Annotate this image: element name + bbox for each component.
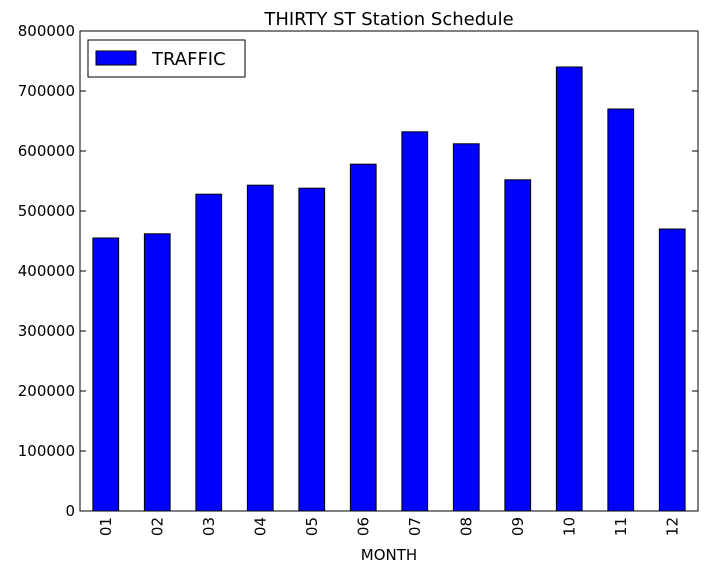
y-tick-label: 500000 bbox=[18, 202, 75, 220]
legend-label: TRAFFIC bbox=[151, 49, 226, 70]
y-tick-label: 300000 bbox=[18, 322, 75, 340]
bar-05 bbox=[298, 187, 326, 512]
bar-06 bbox=[349, 163, 377, 512]
legend: TRAFFIC bbox=[87, 39, 246, 78]
x-tick-label: 10 bbox=[560, 517, 578, 536]
chart-title: THIRTY ST Station Schedule bbox=[263, 9, 513, 30]
bar-11 bbox=[607, 108, 635, 512]
x-tick-label: 05 bbox=[303, 517, 321, 536]
y-tick-label: 200000 bbox=[18, 382, 75, 400]
legend-swatch bbox=[95, 50, 137, 66]
bar-04 bbox=[246, 184, 274, 512]
y-tick-label: 800000 bbox=[18, 22, 75, 40]
bar-09 bbox=[504, 179, 532, 512]
x-tick-label: 03 bbox=[200, 517, 218, 536]
y-tick-label: 100000 bbox=[18, 442, 75, 460]
bar-10 bbox=[555, 66, 583, 512]
bar-02 bbox=[143, 233, 171, 512]
bar-07 bbox=[401, 131, 429, 512]
bar-08 bbox=[452, 143, 480, 512]
x-tick-label: 04 bbox=[251, 517, 269, 536]
legend-box bbox=[87, 39, 246, 78]
x-axis: 01 02 03 04 05 06 07 08 09 10 11 12 bbox=[97, 505, 681, 536]
bar-03 bbox=[195, 193, 223, 512]
x-tick-label: 06 bbox=[354, 517, 372, 536]
x-tick-label: 11 bbox=[612, 517, 630, 536]
x-tick-label: 12 bbox=[663, 517, 681, 536]
x-tick-label: 01 bbox=[97, 517, 115, 536]
plot-frame bbox=[79, 30, 699, 512]
y-tick-label: 0 bbox=[65, 502, 75, 520]
y-tick-label: 700000 bbox=[18, 82, 75, 100]
y-axis: 0 100000 200000 300000 400000 500000 600000 700… bbox=[18, 22, 698, 520]
x-tick-label: 08 bbox=[457, 517, 475, 536]
x-tick-label: 07 bbox=[406, 517, 424, 536]
x-tick-label: 02 bbox=[148, 517, 166, 536]
bar-series bbox=[92, 66, 686, 512]
y-tick-label: 400000 bbox=[18, 262, 75, 280]
y-tick-label: 600000 bbox=[18, 142, 75, 160]
bar-12 bbox=[658, 228, 686, 512]
x-tick-label: 09 bbox=[509, 517, 527, 536]
x-axis-label: MONTH bbox=[361, 546, 417, 564]
bar-01 bbox=[92, 237, 120, 512]
